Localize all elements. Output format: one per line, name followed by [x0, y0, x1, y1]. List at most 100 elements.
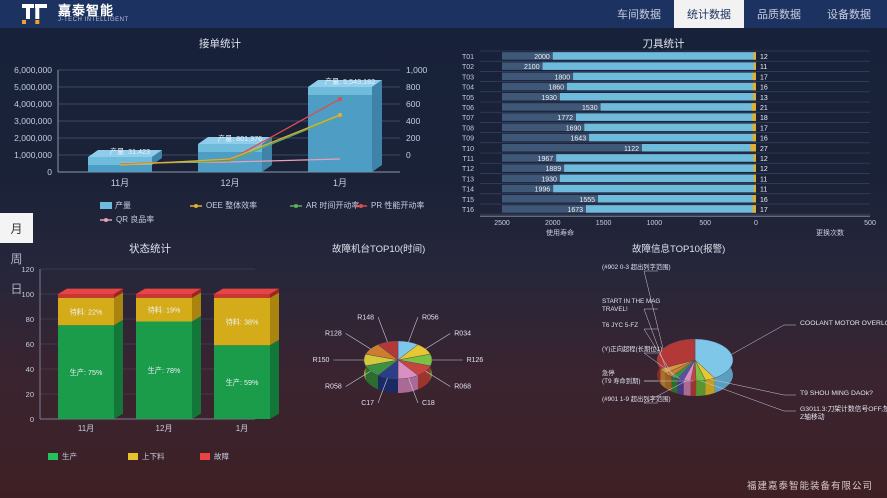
- svg-text:5,000,000: 5,000,000: [14, 82, 52, 92]
- svg-text:T09: T09: [462, 136, 474, 143]
- svg-text:200: 200: [406, 133, 420, 143]
- svg-text:1930: 1930: [541, 95, 557, 102]
- svg-text:QR 良品率: QR 良品率: [116, 214, 154, 224]
- svg-text:0: 0: [30, 415, 34, 424]
- svg-text:AR 时间开动率: AR 时间开动率: [306, 200, 359, 210]
- svg-text:12: 12: [760, 54, 768, 61]
- svg-text:T10: T10: [462, 146, 474, 153]
- svg-text:R128: R128: [325, 331, 342, 338]
- svg-text:T14: T14: [462, 187, 474, 194]
- svg-text:12: 12: [760, 166, 768, 173]
- svg-text:1889: 1889: [546, 166, 562, 173]
- svg-text:0: 0: [406, 150, 411, 160]
- svg-text:1122: 1122: [624, 146, 639, 153]
- svg-text:产量: 31,423: 产量: 31,423: [110, 147, 150, 156]
- svg-text:120: 120: [21, 265, 34, 274]
- svg-text:C17: C17: [361, 400, 374, 407]
- svg-text:T12: T12: [462, 166, 474, 173]
- svg-text:100: 100: [21, 290, 34, 299]
- svg-text:60: 60: [26, 340, 34, 349]
- svg-text:TRAVEL!: TRAVEL!: [602, 306, 628, 313]
- svg-text:17: 17: [760, 207, 768, 214]
- svg-text:11: 11: [760, 64, 767, 71]
- svg-text:T11: T11: [462, 156, 474, 163]
- svg-text:13: 13: [760, 95, 768, 102]
- svg-text:PR 性能开动率: PR 性能开动率: [371, 200, 424, 210]
- svg-text:T16: T16: [462, 207, 474, 214]
- svg-text:6,000,000: 6,000,000: [14, 65, 52, 75]
- svg-text:600: 600: [406, 99, 420, 109]
- svg-text:2,000,000: 2,000,000: [14, 133, 52, 143]
- svg-text:T08: T08: [462, 125, 474, 132]
- svg-text:T07: T07: [462, 115, 474, 122]
- svg-text:21: 21: [760, 105, 768, 112]
- svg-text:(#902 0-3 超出列字范围): (#902 0-3 超出列字范围): [602, 262, 671, 271]
- svg-text:1967: 1967: [538, 156, 554, 163]
- svg-text:18: 18: [760, 115, 768, 122]
- svg-text:生产: 生产: [62, 451, 77, 461]
- svg-text:待料: 19%: 待料: 19%: [148, 306, 181, 315]
- svg-text:16: 16: [760, 85, 768, 92]
- svg-text:20: 20: [26, 390, 34, 399]
- svg-text:T9 SHOU MING DAOk?: T9 SHOU MING DAOk?: [800, 390, 873, 397]
- svg-text:(Y)正向超程(长期位1): (Y)正向超程(长期位1): [602, 344, 662, 353]
- svg-text:11月: 11月: [111, 178, 129, 188]
- svg-text:1772: 1772: [557, 115, 573, 122]
- svg-text:T02: T02: [462, 64, 474, 71]
- svg-text:T06: T06: [462, 105, 474, 112]
- svg-text:11: 11: [760, 176, 767, 183]
- svg-text:1860: 1860: [548, 85, 564, 92]
- svg-text:C18: C18: [422, 400, 435, 407]
- svg-text:800: 800: [406, 82, 420, 92]
- svg-text:生产: 59%: 生产: 59%: [226, 378, 259, 387]
- svg-text:400: 400: [406, 116, 420, 126]
- svg-text:产量: 产量: [115, 200, 131, 210]
- svg-text:G3011.3:刀架计数信号OFF,禁止: G3011.3:刀架计数信号OFF,禁止: [800, 404, 887, 413]
- svg-text:(T9 寿命到期): (T9 寿命到期): [602, 376, 640, 385]
- svg-text:产量: 801,376: 产量: 801,376: [218, 134, 262, 143]
- svg-text:11: 11: [760, 187, 767, 194]
- svg-text:(#901 1-9 超出列字范围): (#901 1-9 超出列字范围): [602, 394, 671, 403]
- svg-text:R056: R056: [422, 314, 439, 321]
- svg-text:1000: 1000: [647, 220, 663, 227]
- svg-text:1555: 1555: [579, 197, 595, 204]
- svg-text:T6 JYC 5-FZ: T6 JYC 5-FZ: [602, 322, 638, 329]
- svg-text:1673: 1673: [567, 207, 583, 214]
- svg-text:1996: 1996: [535, 187, 551, 194]
- svg-text:R150: R150: [313, 357, 330, 364]
- svg-text:上下料: 上下料: [142, 451, 165, 461]
- svg-text:R058: R058: [325, 384, 342, 391]
- svg-text:80: 80: [26, 315, 34, 324]
- svg-text:待料: 22%: 待料: 22%: [70, 308, 103, 317]
- svg-text:R034: R034: [454, 331, 471, 338]
- svg-text:T15: T15: [462, 197, 474, 204]
- svg-text:2000: 2000: [534, 54, 550, 61]
- svg-text:故障: 故障: [214, 451, 229, 461]
- svg-text:R126: R126: [467, 357, 484, 364]
- svg-text:生产: 78%: 生产: 78%: [148, 366, 181, 375]
- svg-text:500: 500: [699, 220, 711, 227]
- svg-text:1月: 1月: [236, 424, 248, 433]
- svg-text:12月: 12月: [220, 178, 239, 188]
- svg-text:产量: 5,543,182: 产量: 5,543,182: [325, 77, 375, 86]
- svg-text:T13: T13: [462, 176, 474, 183]
- svg-text:R148: R148: [357, 314, 374, 321]
- svg-text:待料: 38%: 待料: 38%: [226, 318, 259, 327]
- svg-text:11月: 11月: [78, 424, 94, 433]
- svg-text:27: 27: [760, 146, 768, 153]
- svg-text:OEE 整体效率: OEE 整体效率: [206, 200, 257, 210]
- svg-text:生产: 75%: 生产: 75%: [70, 368, 103, 377]
- svg-text:2100: 2100: [524, 64, 540, 71]
- svg-text:T03: T03: [462, 74, 474, 81]
- svg-text:1690: 1690: [566, 125, 582, 132]
- svg-text:T05: T05: [462, 95, 474, 102]
- svg-text:1,000: 1,000: [406, 65, 428, 75]
- svg-text:START IN THE MAG: START IN THE MAG: [602, 298, 660, 305]
- svg-text:1500: 1500: [596, 220, 612, 227]
- svg-text:1530: 1530: [582, 105, 598, 112]
- svg-text:0: 0: [47, 167, 52, 177]
- svg-text:1月: 1月: [333, 178, 347, 188]
- svg-text:Z轴移动: Z轴移动: [800, 412, 825, 421]
- svg-text:0: 0: [754, 220, 758, 227]
- svg-text:12月: 12月: [156, 424, 173, 433]
